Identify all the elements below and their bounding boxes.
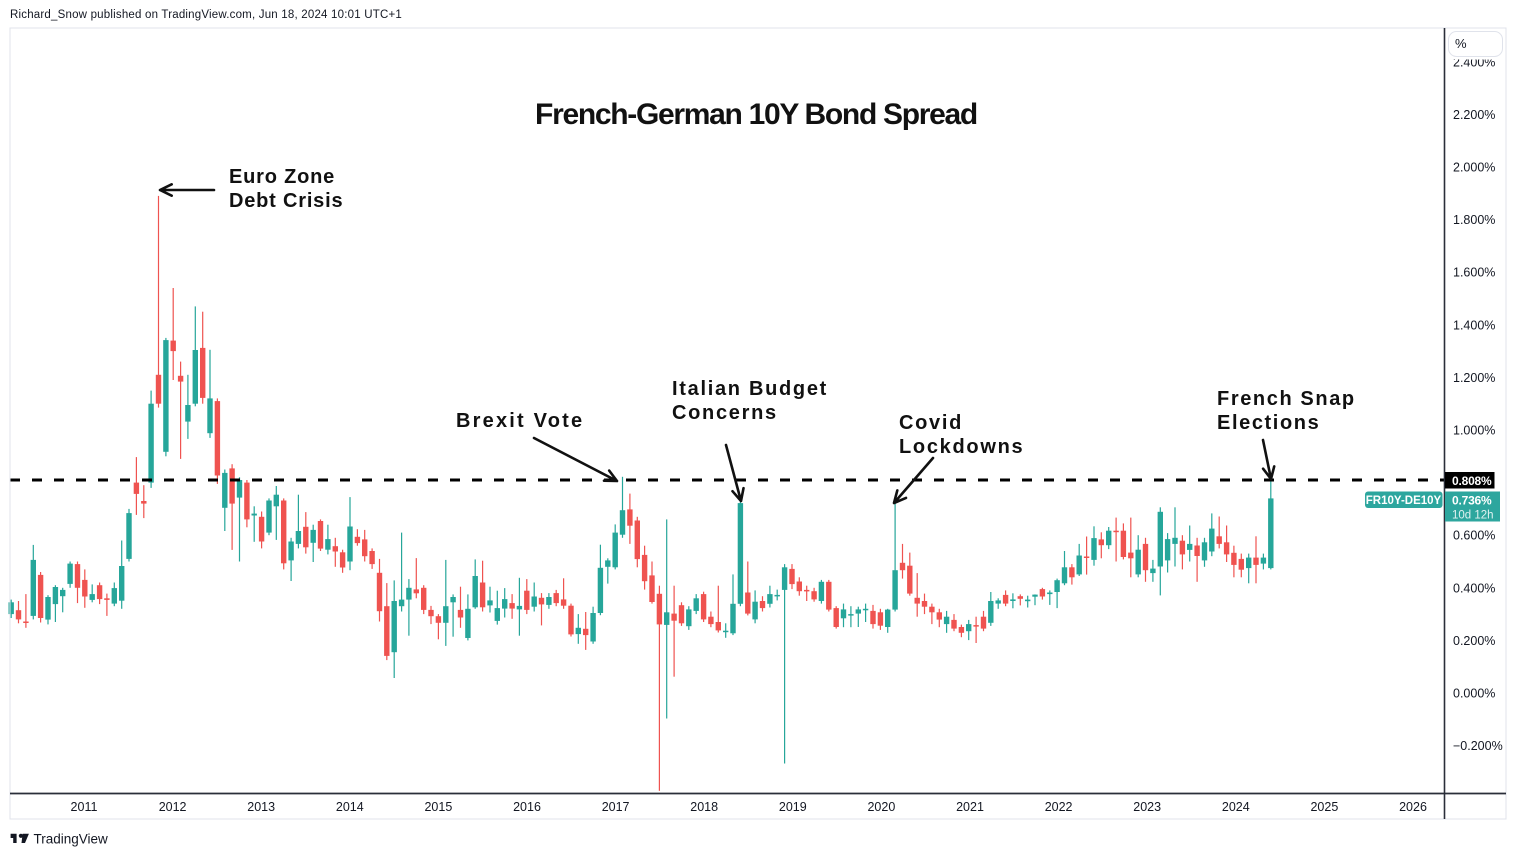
svg-text:1.600%: 1.600% [1453, 266, 1495, 280]
svg-text:2020: 2020 [867, 800, 895, 814]
svg-text:2014: 2014 [336, 800, 364, 814]
svg-text:2018: 2018 [690, 800, 718, 814]
svg-text:French Snap: French Snap [1217, 388, 1356, 410]
svg-text:2019: 2019 [779, 800, 807, 814]
svg-text:−0.200%: −0.200% [1453, 739, 1503, 753]
svg-text:Brexit Vote: Brexit Vote [456, 410, 584, 432]
svg-text:2015: 2015 [424, 800, 452, 814]
svg-text:2025: 2025 [1310, 800, 1338, 814]
svg-text:Debt Crisis: Debt Crisis [229, 190, 343, 212]
svg-text:0.600%: 0.600% [1453, 529, 1495, 543]
svg-text:Euro Zone: Euro Zone [229, 166, 335, 188]
svg-text:Elections: Elections [1217, 412, 1320, 434]
svg-text:1.200%: 1.200% [1453, 371, 1495, 385]
svg-text:FR10Y-DE10Y: FR10Y-DE10Y [1366, 495, 1442, 507]
svg-text:2022: 2022 [1045, 800, 1073, 814]
svg-text:2012: 2012 [159, 800, 187, 814]
svg-text:2016: 2016 [513, 800, 541, 814]
svg-text:Concerns: Concerns [672, 402, 778, 424]
svg-text:1.000%: 1.000% [1453, 424, 1495, 438]
svg-text:2021: 2021 [956, 800, 984, 814]
svg-text:TradingView: TradingView [34, 832, 109, 847]
svg-text:2013: 2013 [247, 800, 275, 814]
svg-text:2011: 2011 [71, 800, 98, 814]
svg-text:2017: 2017 [602, 800, 630, 814]
svg-text:0.000%: 0.000% [1453, 687, 1495, 701]
svg-text:2.000%: 2.000% [1453, 161, 1495, 175]
svg-text:0.808%: 0.808% [1452, 474, 1492, 488]
svg-text:%: % [1455, 36, 1467, 51]
svg-text:0.400%: 0.400% [1453, 581, 1495, 595]
svg-text:Richard_Snow published on Trad: Richard_Snow published on TradingView.co… [10, 9, 402, 21]
svg-text:Lockdowns: Lockdowns [899, 436, 1024, 458]
svg-text:French-German 10Y Bond Spread: French-German 10Y Bond Spread [535, 98, 977, 131]
svg-text:2024: 2024 [1222, 800, 1250, 814]
svg-text:Covid: Covid [899, 412, 963, 434]
svg-text:2026: 2026 [1399, 800, 1427, 814]
svg-text:Italian Budget: Italian Budget [672, 378, 828, 400]
svg-text:1.400%: 1.400% [1453, 318, 1495, 332]
svg-text:0.736%: 0.736% [1452, 494, 1492, 508]
svg-text:2023: 2023 [1133, 800, 1161, 814]
svg-text:10d 12h: 10d 12h [1452, 510, 1494, 522]
svg-text:2.200%: 2.200% [1453, 108, 1495, 122]
svg-text:1.800%: 1.800% [1453, 213, 1495, 227]
svg-text:0.200%: 0.200% [1453, 634, 1495, 648]
